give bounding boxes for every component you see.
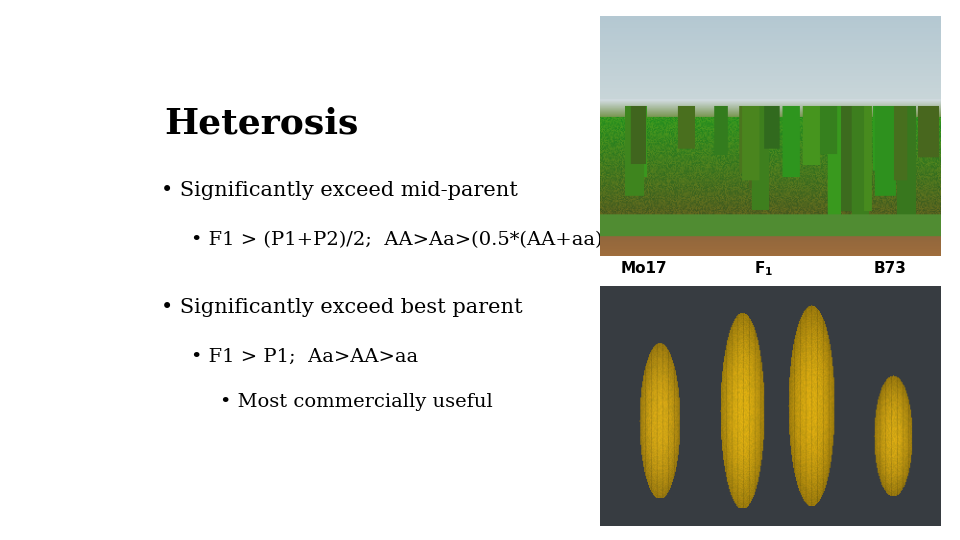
Text: $\mathregular{F_1}$: $\mathregular{F_1}$: [754, 259, 773, 278]
Text: • Significantly exceed best parent: • Significantly exceed best parent: [161, 298, 522, 316]
Text: • F1 > (P1+P2)/2;  AA>Aa>(0.5*(AA+aa))>aa: • F1 > (P1+P2)/2; AA>Aa>(0.5*(AA+aa))>aa: [191, 231, 649, 249]
Text: B73: B73: [874, 261, 906, 276]
Text: • Significantly exceed mid-parent: • Significantly exceed mid-parent: [161, 181, 517, 200]
Text: Heterosis: Heterosis: [165, 106, 359, 140]
Text: Mo17: Mo17: [621, 261, 667, 276]
Text: • Most commercially useful: • Most commercially useful: [221, 393, 493, 411]
Text: • F1 > P1;  Aa>AA>aa: • F1 > P1; Aa>AA>aa: [191, 348, 418, 366]
